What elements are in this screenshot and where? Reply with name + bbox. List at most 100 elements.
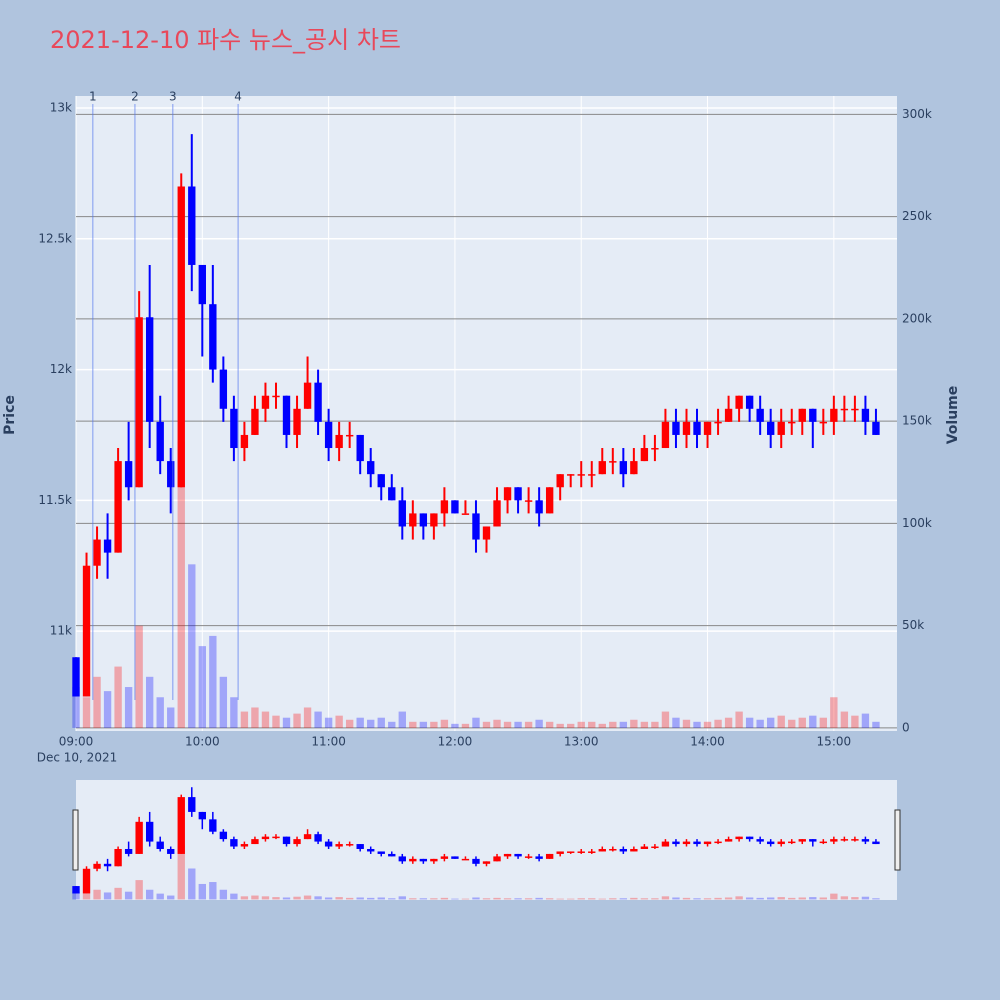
- volume-bar: [798, 717, 806, 728]
- candle-body: [830, 408, 838, 422]
- y-tick-label: 11k: [50, 624, 72, 638]
- candle-body: [388, 487, 396, 501]
- candle-body: [545, 487, 554, 514]
- volume-bar: [188, 564, 196, 728]
- mini-volume-bar: [398, 896, 406, 900]
- mini-volume-bar: [282, 897, 291, 900]
- mini-volume-bar: [230, 893, 238, 900]
- mini-candle-body: [124, 848, 133, 854]
- volume-bar: [851, 715, 859, 728]
- candle-body: [840, 408, 849, 411]
- candle-body: [714, 421, 722, 424]
- candle-body: [440, 500, 449, 514]
- mini-candle-body: [535, 856, 543, 859]
- mini-volume-bar: [335, 897, 343, 900]
- mini-candle-body: [451, 856, 459, 859]
- mini-candle-body: [640, 846, 649, 849]
- volume-bar: [124, 687, 133, 728]
- y2-tick-label: 250k: [902, 209, 932, 223]
- mini-candle-body: [93, 863, 101, 869]
- volume-bar: [72, 687, 80, 728]
- volume-bar: [577, 721, 585, 728]
- candle-body: [609, 461, 617, 463]
- candle-body: [567, 474, 575, 476]
- mini-volume-bar: [124, 891, 133, 900]
- candle-body: [724, 408, 733, 422]
- mini-candle-body: [872, 841, 880, 845]
- candle-body: [861, 408, 870, 422]
- mini-candle-body: [251, 839, 259, 845]
- candle-body: [135, 317, 143, 488]
- mini-volume-bar: [188, 868, 196, 900]
- mini-volume-bar: [209, 882, 217, 900]
- annotation-label: 1: [89, 90, 97, 104]
- candle-body: [514, 487, 522, 501]
- volume-bar: [367, 719, 375, 728]
- mini-candle-body: [630, 848, 638, 852]
- candle-body: [356, 434, 364, 462]
- candle-body: [493, 500, 501, 527]
- mini-volume-bar: [840, 896, 849, 900]
- y-axis-title: Price: [2, 395, 18, 435]
- mini-candle-body: [440, 856, 449, 859]
- candle-body: [430, 513, 438, 527]
- range-handle[interactable]: [72, 809, 79, 871]
- y2-tick-label: 0: [902, 720, 910, 734]
- volume-bar: [472, 717, 480, 728]
- volume-bar: [177, 441, 185, 728]
- candle-body: [682, 421, 691, 435]
- mini-volume-bar: [535, 897, 543, 900]
- mini-candle-body: [198, 811, 206, 820]
- candle-body: [735, 395, 743, 409]
- mini-candle-body: [135, 821, 143, 854]
- annotation-label: 4: [234, 90, 242, 104]
- mini-volume-bar: [567, 898, 575, 900]
- volume-bar: [630, 719, 638, 728]
- candle-body: [156, 421, 164, 462]
- candle-body: [409, 513, 417, 527]
- mini-candle-body: [819, 841, 828, 844]
- candle-body: [588, 474, 596, 476]
- range-handle[interactable]: [894, 809, 901, 871]
- mini-candle-body: [714, 841, 722, 844]
- mini-candle-body: [177, 797, 185, 854]
- mini-candle-body: [682, 841, 691, 845]
- mini-candle-body: [430, 858, 438, 862]
- mini-candle-body: [588, 851, 596, 853]
- mini-candle-body: [651, 846, 659, 849]
- mini-volume-bar: [672, 897, 680, 900]
- volume-bar: [82, 697, 91, 728]
- mini-candle-body: [703, 841, 712, 845]
- mini-volume-bar: [177, 845, 185, 900]
- candle-body: [482, 526, 491, 540]
- mini-volume-bar: [745, 897, 754, 900]
- candle-body: [103, 539, 112, 553]
- volume-bar: [135, 625, 143, 728]
- mini-candle-body: [293, 839, 301, 845]
- mini-volume-bar: [240, 896, 249, 900]
- x-date-label: Dec 10, 2021: [37, 751, 117, 765]
- volume-bar: [145, 676, 154, 728]
- volume-bar: [756, 719, 764, 728]
- volume-bar: [682, 719, 691, 728]
- mini-volume-bar: [324, 897, 333, 900]
- volume-bar: [103, 691, 112, 728]
- mini-volume-bar: [651, 898, 659, 900]
- mini-volume-bar: [714, 897, 722, 900]
- candle-body: [230, 408, 238, 449]
- range-slider[interactable]: [76, 780, 897, 900]
- volume-bar: [230, 697, 238, 728]
- mini-candle-body: [167, 848, 175, 854]
- mini-volume-bar: [872, 898, 880, 900]
- mini-candle-body: [767, 841, 775, 845]
- y2-tick-label: 200k: [902, 311, 932, 325]
- mini-candle-body: [230, 839, 238, 847]
- mini-candle-body: [219, 831, 228, 840]
- candle-body: [451, 500, 459, 514]
- mini-candle-body: [724, 839, 733, 842]
- volume-bar: [777, 715, 785, 728]
- mini-volume-bar: [598, 898, 606, 900]
- candle-body: [324, 421, 333, 449]
- mini-volume-bar: [156, 893, 164, 900]
- y2-tick-label: 50k: [902, 618, 924, 632]
